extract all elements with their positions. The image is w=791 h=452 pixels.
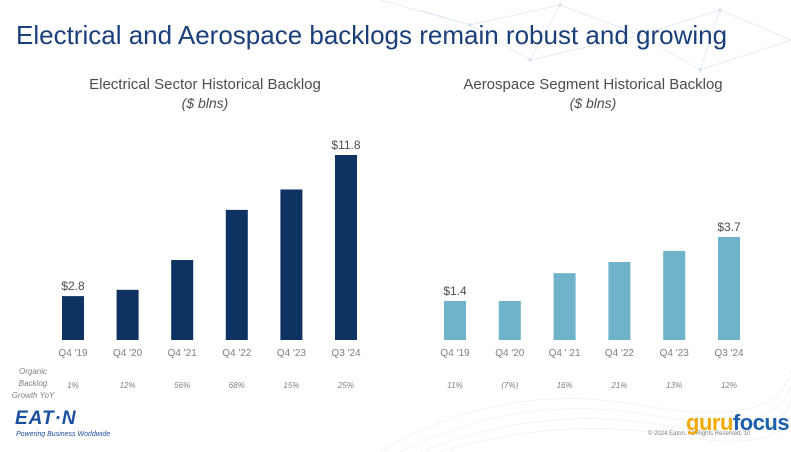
electrical-category-label-5: Q3 '24 bbox=[331, 348, 361, 359]
electrical-category-label-0: Q4 '19 bbox=[58, 348, 88, 359]
electrical-bar-3 bbox=[225, 209, 248, 340]
aerospace-value-label-0: $1.4 bbox=[443, 284, 467, 298]
electrical-category-label-4: Q4 '23 bbox=[277, 348, 307, 359]
electrical-growth-label-1: 12% bbox=[120, 381, 136, 390]
electrical-growth-label-0: 1% bbox=[67, 381, 79, 390]
growth-label-line-3: Growth YoY bbox=[11, 391, 55, 400]
aerospace-bar-3 bbox=[608, 262, 631, 340]
aerospace-chart-subtitle: ($ blns) bbox=[569, 95, 617, 111]
watermark-part-1: guru bbox=[686, 410, 733, 435]
watermark-part-2: focus bbox=[732, 410, 790, 435]
electrical-category-label-2: Q4 '21 bbox=[168, 348, 198, 359]
electrical-category-label-1: Q4 '20 bbox=[113, 348, 143, 359]
aerospace-bar-0 bbox=[444, 301, 466, 340]
copyright-text: © 2024 Eaton. All Rights Reserved. 10 bbox=[648, 431, 751, 437]
electrical-growth-label-2: 56% bbox=[174, 381, 190, 390]
aerospace-bar-5 bbox=[718, 237, 740, 340]
aerospace-bar-2 bbox=[553, 273, 576, 340]
electrical-chart-title: Electrical Sector Historical Backlog bbox=[89, 76, 321, 93]
aerospace-chart-title: Aerospace Segment Historical Backlog bbox=[463, 76, 723, 93]
aerospace-value-label-5: $3.7 bbox=[717, 220, 741, 234]
growth-label-line-1: Organic bbox=[18, 367, 47, 376]
page-title: Electrical and Aerospace backlogs remain… bbox=[16, 20, 728, 50]
gurufocus-watermark: gurufocus bbox=[686, 410, 790, 436]
aerospace-category-label-4: Q4 '23 bbox=[660, 348, 690, 359]
aerospace-category-label-5: Q3 '24 bbox=[714, 348, 744, 359]
aerospace-bar-1 bbox=[498, 301, 521, 340]
eaton-logo: EAT·N bbox=[15, 408, 77, 429]
electrical-category-label-3: Q4 '22 bbox=[222, 348, 252, 359]
aerospace-growth-label-3: 21% bbox=[610, 381, 627, 390]
aerospace-category-label-1: Q4 '20 bbox=[495, 348, 525, 359]
aerospace-bar-4 bbox=[663, 250, 686, 340]
eaton-tagline: Powering Business Worldwide bbox=[16, 431, 111, 438]
electrical-bar-4 bbox=[280, 189, 303, 340]
electrical-growth-label-5: 25% bbox=[337, 381, 354, 390]
aerospace-category-label-3: Q4 '22 bbox=[605, 348, 635, 359]
electrical-bar-1 bbox=[116, 289, 139, 340]
electrical-value-label-5: $11.8 bbox=[331, 138, 360, 152]
growth-label-line-2: Backlog bbox=[18, 379, 48, 388]
electrical-bar-5 bbox=[335, 155, 357, 340]
electrical-chart-subtitle: ($ blns) bbox=[181, 95, 229, 111]
electrical-bar-0 bbox=[62, 296, 84, 340]
electrical-growth-label-4: 15% bbox=[283, 381, 299, 390]
aerospace-growth-label-5: 12% bbox=[721, 381, 737, 390]
aerospace-growth-label-2: 16% bbox=[557, 381, 573, 390]
electrical-bar-2 bbox=[171, 260, 194, 340]
aerospace-category-label-0: Q4 '19 bbox=[440, 348, 470, 359]
aerospace-growth-label-1: (7%) bbox=[501, 381, 518, 390]
aerospace-growth-label-4: 13% bbox=[666, 381, 682, 390]
electrical-growth-label-3: 68% bbox=[229, 381, 245, 390]
aerospace-growth-label-0: 11% bbox=[447, 381, 462, 390]
organic-growth-label: Organic Backlog Growth YoY bbox=[10, 366, 56, 402]
aerospace-category-label-2: Q4 ' 21 bbox=[549, 348, 581, 359]
electrical-value-label-0: $2.8 bbox=[61, 279, 85, 293]
